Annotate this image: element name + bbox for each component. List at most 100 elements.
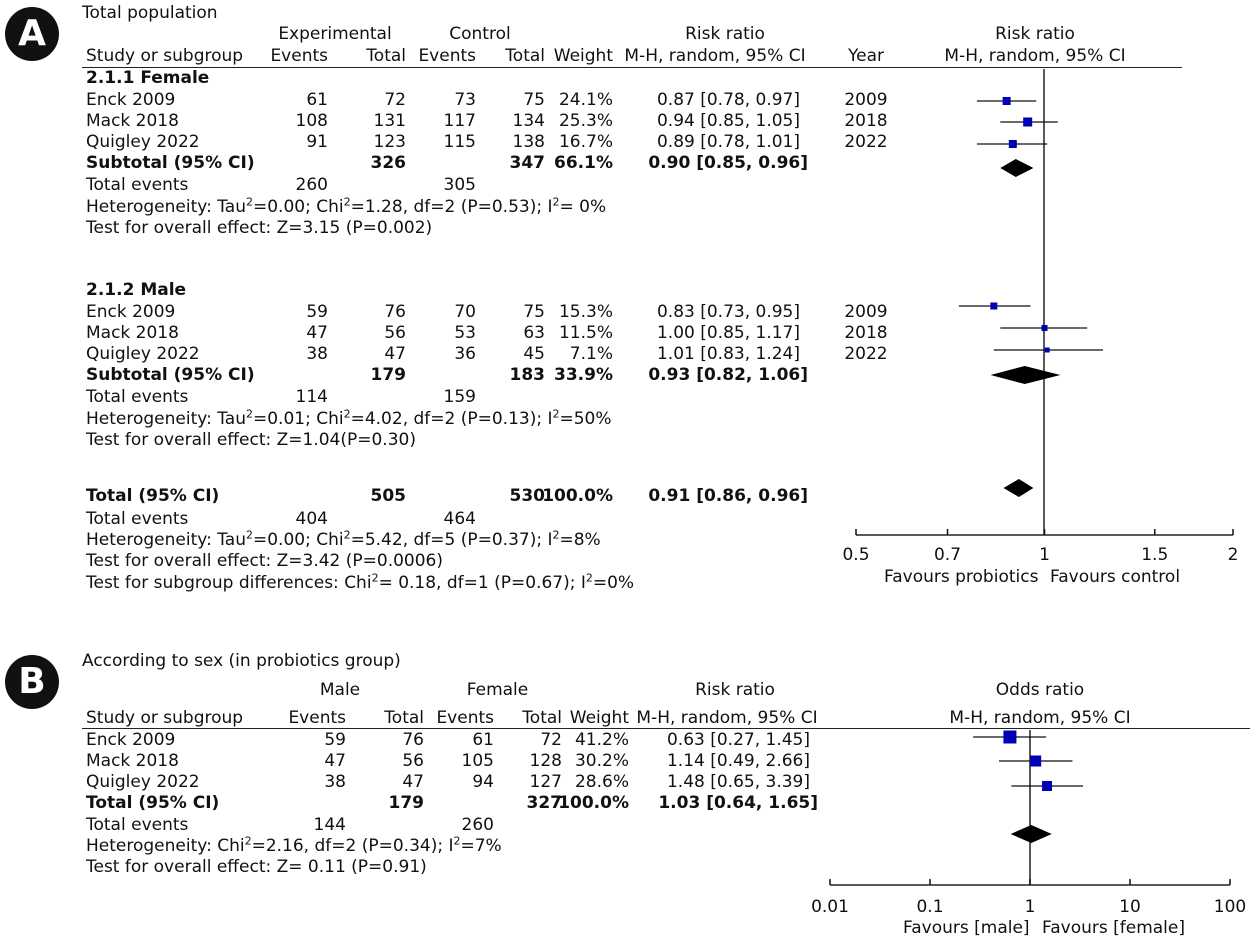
panel-b-plot: 0.01 0.1 1 10 100 (811, 730, 1246, 917)
events-label: Total events (86, 175, 189, 195)
total-events-label: Total events (86, 509, 189, 529)
events2-col-header: Events (418, 46, 476, 66)
effect-ci: 1.48 [0.65, 3.39] (666, 772, 810, 792)
panel-b-badge: B (5, 655, 59, 709)
pooled-diamond (1010, 825, 1052, 843)
study-marker (1030, 755, 1042, 767)
events2-total: 159 (443, 387, 476, 407)
subtotal-total1: 326 (370, 153, 407, 173)
axis-tick-label: 10 (1119, 897, 1141, 917)
events1: 91 (306, 132, 328, 152)
study-name: Enck 2009 (86, 90, 176, 110)
events2: 53 (454, 323, 476, 343)
total-events-label: Total events (86, 815, 189, 835)
weight: 7.1% (569, 344, 613, 364)
total-events2: 260 (461, 815, 494, 835)
b-weight-col-header: Weight (569, 708, 629, 728)
subtotal-total2: 183 (509, 365, 546, 385)
total2: 127 (529, 772, 562, 792)
overall-effect-text: Test for overall effect: Z=1.04(P=0.30) (86, 430, 416, 450)
subgroup-differences-text: Test for subgroup differences: Chi2= 0.1… (86, 571, 635, 593)
events2: 61 (472, 730, 494, 750)
b-group1-header: Male (319, 680, 361, 700)
study-col-header: Study or subgroup (86, 46, 244, 66)
subgroup-1-title: 2.1.1 Female (86, 68, 210, 88)
weight: 11.5% (558, 323, 613, 343)
favours-left-a: Favours probiotics (884, 567, 1039, 587)
total-heterogeneity-text: Heterogeneity: Tau2=0.00; Chi2=5.42, df=… (86, 528, 601, 550)
group1-header: Experimental (278, 24, 392, 44)
total1: 131 (373, 111, 406, 131)
weight: 16.7% (558, 132, 613, 152)
effect-ci: 1.01 [0.83, 1.24] (656, 344, 800, 364)
events1: 38 (306, 344, 328, 364)
b-plot-header-top: Odds ratio (995, 680, 1085, 700)
plot-header-sub: M-H, random, 95% CI (944, 46, 1126, 66)
total-label: Total (95% CI) (86, 793, 220, 813)
effect-ci: 1.00 [0.85, 1.17] (656, 323, 800, 343)
year: 2009 (844, 90, 888, 110)
events2: 70 (454, 302, 476, 322)
axis-tick-label: 1.5 (1141, 545, 1168, 565)
axis-tick-label: 0.1 (916, 897, 943, 917)
effect-ci: 0.89 [0.78, 1.01] (656, 132, 800, 152)
total1: 72 (384, 90, 406, 110)
plot-header-top: Risk ratio (995, 24, 1075, 44)
panel-b-header-rule (82, 728, 1250, 729)
total1: 47 (402, 772, 424, 792)
study-name: Mack 2018 (86, 111, 179, 131)
total2: 138 (512, 132, 545, 152)
effect-header-top: Risk ratio (685, 24, 765, 44)
study-marker (1042, 781, 1053, 791)
study-name: Quigley 2022 (86, 344, 200, 364)
total1-col-header: Total (366, 46, 406, 66)
study-marker (1002, 97, 1011, 105)
b-total1-col-header: Total (384, 708, 424, 728)
events1: 61 (306, 90, 328, 110)
b-events2-col-header: Events (436, 708, 494, 728)
events2: 105 (461, 751, 494, 771)
b-total2-col-header: Total (522, 708, 562, 728)
study-name: Enck 2009 (86, 730, 176, 750)
total-n1: 179 (388, 793, 425, 813)
study-marker (990, 302, 998, 310)
axis-tick-label: 1 (1025, 897, 1036, 917)
weight: 24.1% (558, 90, 613, 110)
events2-total: 305 (443, 175, 476, 195)
total2: 45 (523, 344, 545, 364)
year: 2018 (844, 323, 888, 343)
total-weight: 100.0% (558, 793, 629, 813)
events1: 59 (306, 302, 328, 322)
events1-col-header: Events (270, 46, 328, 66)
favours-right-a: Favours control (1050, 567, 1181, 587)
axis-tick-label: 0.01 (811, 897, 849, 917)
year: 2009 (844, 302, 888, 322)
effect-header-sub: M-H, random, 95% CI (624, 46, 806, 66)
b-effect-header-top: Risk ratio (695, 680, 775, 700)
subtotal-ci: 0.90 [0.85, 0.96] (648, 153, 808, 173)
study-marker (1023, 117, 1033, 127)
total-n1: 505 (370, 486, 407, 506)
b-effect-header-sub: M-H, random, 95% CI (636, 708, 818, 728)
study-marker (1044, 347, 1050, 353)
weight: 25.3% (558, 111, 613, 131)
total2: 128 (529, 751, 562, 771)
year: 2022 (844, 344, 888, 364)
study-name: Mack 2018 (86, 751, 179, 771)
subtotal-weight: 66.1% (554, 153, 613, 173)
weight-col-header: Weight (553, 46, 613, 66)
study-name: Quigley 2022 (86, 132, 200, 152)
weight: 30.2% (574, 751, 629, 771)
total-events1: 404 (295, 509, 328, 529)
total-ci: 0.91 [0.86, 0.96] (648, 486, 808, 506)
study-marker (1008, 140, 1017, 148)
study-name: Enck 2009 (86, 302, 176, 322)
events2: 115 (443, 132, 476, 152)
subtotal-total2: 347 (509, 153, 546, 173)
axis-tick-label: 2 (1228, 545, 1239, 565)
total-events1: 144 (313, 815, 346, 835)
total2: 134 (512, 111, 545, 131)
events1: 38 (324, 772, 346, 792)
total-overall-effect: Test for overall effect: Z=3.42 (P=0.000… (86, 551, 443, 571)
